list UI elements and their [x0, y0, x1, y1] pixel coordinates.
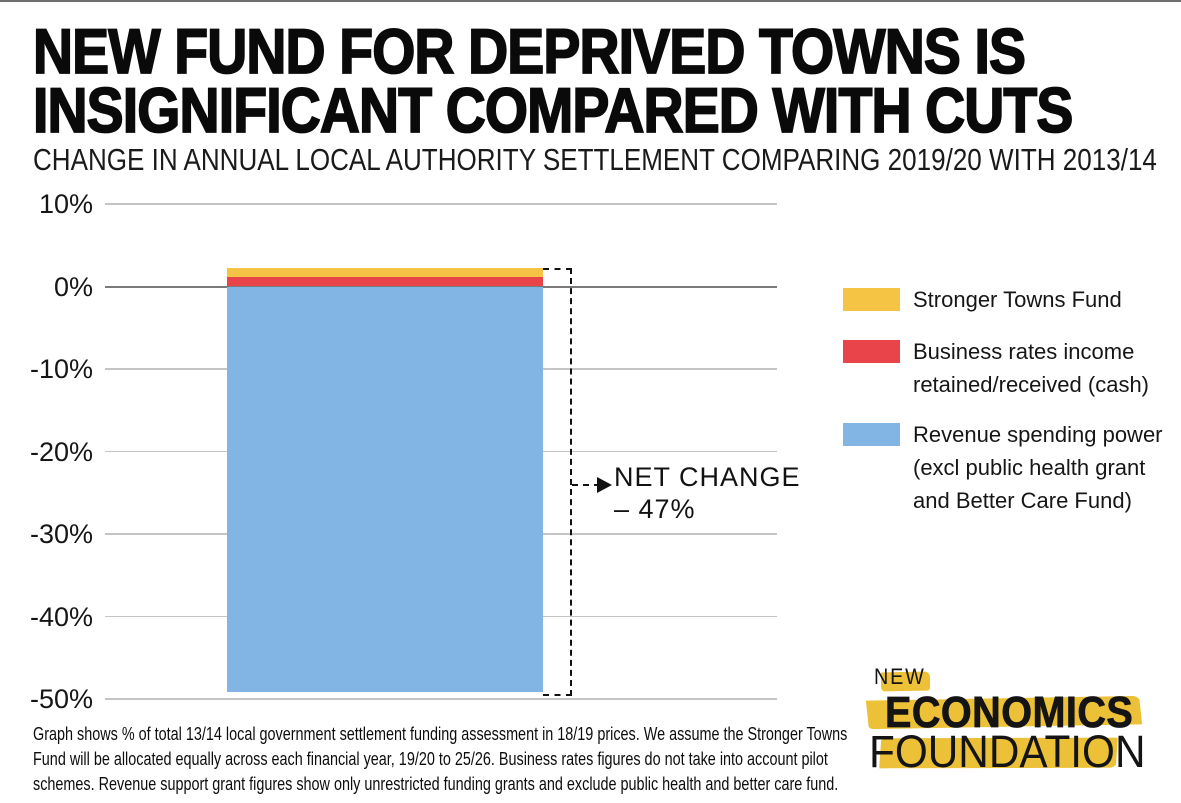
- gridline: [105, 698, 777, 700]
- bar-segment-business-rates-income-retained-received-: [227, 277, 543, 287]
- legend-swatch-revenue-spending-power: [843, 423, 900, 446]
- logo-text-new: NEW: [874, 664, 926, 689]
- top-border-line: [0, 0, 1181, 2]
- y-tick-label: 10%: [38, 189, 93, 219]
- page-title-line-1: NEW FUND FOR DEPRIVED TOWNS IS: [32, 17, 1027, 87]
- legend-swatch-business-rates: [843, 340, 900, 363]
- net-change-arrow-icon: [597, 477, 612, 493]
- bar-segment-stronger-towns-fund: [227, 268, 543, 278]
- y-tick-label: 0%: [53, 271, 93, 302]
- footnote-line-2: Fund will be allocated equally across ea…: [33, 749, 828, 769]
- bar-segment-revenue-spending-power-excl-public-healt: [227, 286, 543, 693]
- logo-text-economics: ECONOMICS: [885, 688, 1134, 738]
- y-tick-label: -20%: [29, 436, 93, 467]
- y-tick-label: -10%: [29, 354, 93, 384]
- y-tick-label: -50%: [29, 684, 93, 714]
- net-change-arrow-line: [572, 484, 600, 486]
- page-title-line-2: INSIGNIFICANT COMPARED WITH CUTS: [32, 76, 1074, 146]
- legend-swatch-stronger-towns-fund: [843, 288, 900, 311]
- legend-label-revenue-spending-power: Revenue spending power (excl public heal…: [913, 422, 1163, 513]
- y-tick-label: -40%: [29, 601, 93, 632]
- net-change-bracket: [543, 268, 572, 697]
- gridline: [105, 203, 777, 205]
- footnote-line-3: schemes. Revenue support grant figures s…: [33, 774, 839, 794]
- chart-subtitle: CHANGE IN ANNUAL LOCAL AUTHORITY SETTLEM…: [33, 142, 1157, 177]
- y-tick-label: -30%: [29, 519, 93, 549]
- legend-label-stronger-towns-fund: Stronger Towns Fund: [913, 287, 1122, 312]
- footnote: Graph shows % of total 13/14 local gover…: [33, 722, 847, 797]
- net-change-label: NET CHANGE: [614, 462, 801, 492]
- net-change-annotation: NET CHANGE – 47%: [614, 461, 801, 525]
- legend-label-business-rates: Business rates income retained/received …: [913, 339, 1150, 397]
- net-change-value: – 47%: [614, 494, 696, 524]
- footnote-line-1: Graph shows % of total 13/14 local gover…: [33, 724, 848, 744]
- logo-text-foundation: FOUNDATION: [869, 726, 1146, 777]
